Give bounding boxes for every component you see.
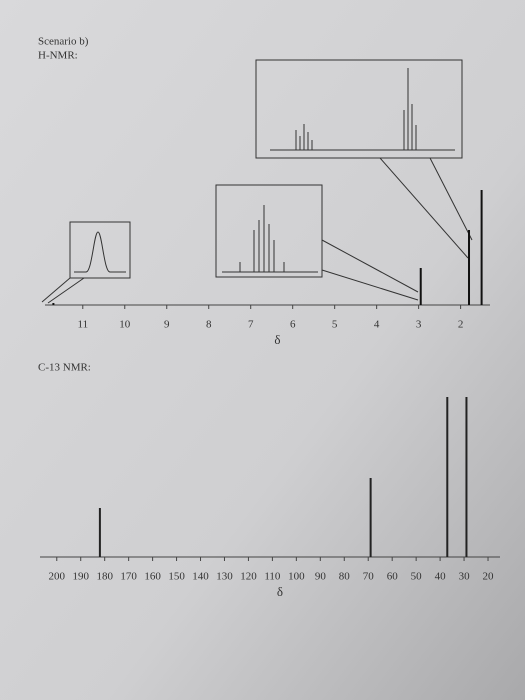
x-tick-label: 140 [192, 571, 209, 583]
x-tick-label: 5 [332, 319, 338, 331]
inset-pointer [41, 277, 71, 303]
x-tick-label: 130 [216, 571, 233, 583]
inset-pointer [47, 277, 85, 304]
x-tick-label: 60 [387, 571, 399, 583]
inset-box [255, 59, 463, 159]
x-tick-label: 6 [290, 319, 296, 331]
x-tick-label: 8 [206, 319, 212, 331]
x-tick-label: 120 [240, 571, 257, 583]
insets [41, 59, 473, 304]
inset-peaks [270, 68, 455, 151]
inset-pointer [321, 269, 419, 301]
x-tick-label: 100 [288, 571, 305, 583]
inset-box [69, 221, 131, 279]
x-tick-label: 7 [248, 319, 254, 331]
x-tick-label: 30 [459, 571, 471, 583]
x-tick-label: 70 [363, 571, 375, 583]
inset-peaks [74, 231, 126, 273]
inset-peaks [222, 205, 318, 273]
inset-pointer [429, 157, 473, 241]
x-tick-label: 9 [164, 319, 170, 331]
x-tick-label: 40 [435, 571, 447, 583]
x-tick-label: 3 [416, 319, 422, 331]
x-tick-label: 11 [77, 319, 88, 331]
x-tick-label: 20 [483, 571, 495, 583]
x-tick-label: 90 [315, 571, 327, 583]
x-tick-label: 180 [96, 571, 113, 583]
x-tick-label: 50 [411, 571, 423, 583]
x-axis-label: δ [277, 584, 283, 599]
x-tick-label: 4 [374, 319, 380, 331]
x-tick-label: 2 [458, 319, 464, 331]
x-tick-label: 200 [49, 571, 66, 583]
x-tick-label: 170 [120, 571, 137, 583]
x-tick-label: 150 [168, 571, 185, 583]
header: Scenario b) [38, 36, 89, 48]
x-tick-label: 160 [144, 571, 161, 583]
chart-title: C-13 NMR: [38, 362, 91, 374]
x-tick-label: 190 [72, 571, 89, 583]
x-tick-label: 80 [339, 571, 351, 583]
x-tick-label: 110 [264, 571, 281, 583]
x-tick-label: 10 [119, 319, 131, 331]
chart-title: H-NMR: [38, 50, 78, 62]
inset-pointer [321, 239, 419, 293]
inset-pointer [379, 157, 469, 259]
x-axis-label: δ [274, 332, 280, 347]
inset-box [215, 184, 323, 278]
